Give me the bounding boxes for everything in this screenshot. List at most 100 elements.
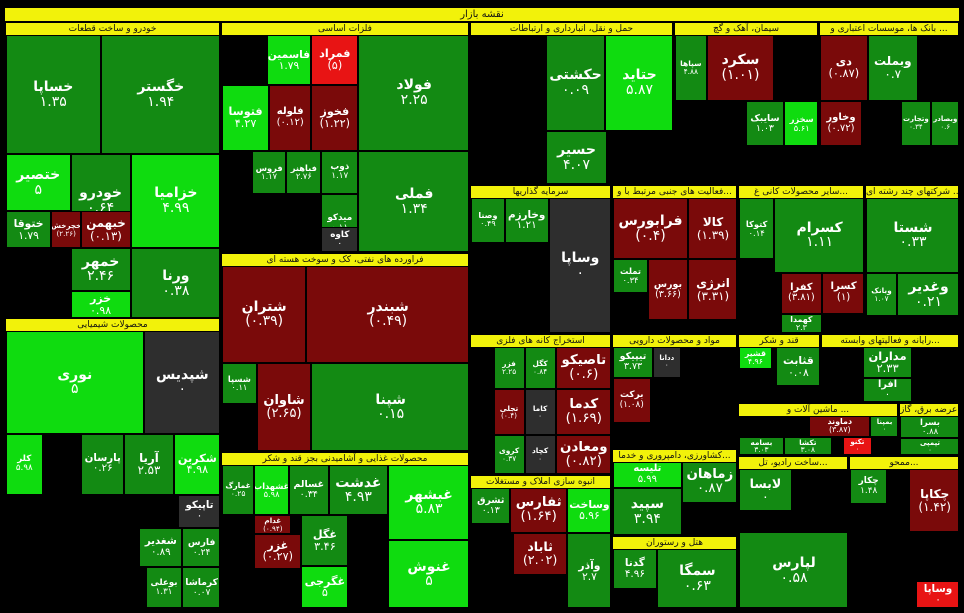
stock-tile[interactable]: ثشرق ۰.۱۳	[471, 488, 511, 525]
stock-tile[interactable]: خگستر ۱.۹۴	[100, 35, 219, 155]
stock-tile[interactable]: بسرا ۰.۸۸	[900, 416, 958, 438]
stock-tile[interactable]: فملی ۱.۳۴	[358, 150, 468, 251]
stock-tile[interactable]: ثاباد (۲.۰۲)	[513, 532, 567, 576]
stock-tile[interactable]: کرماشا ۰.۰۷	[182, 567, 219, 607]
stock-tile[interactable]: ومعادن (۰.۸۲)	[555, 435, 610, 473]
stock-tile[interactable]: سکرد (۱.۰۱)	[706, 35, 775, 101]
stock-tile[interactable]: غدشت ۴.۹۳	[328, 465, 389, 516]
stock-tile[interactable]: کچاد ۰	[524, 435, 556, 473]
stock-tile[interactable]: شستا ۰.۳۳	[866, 198, 958, 273]
stock-tile[interactable]: وساخت ۵.۹۶	[566, 488, 610, 533]
stock-tile[interactable]: وآذر ۲.۷	[566, 532, 610, 607]
stock-tile[interactable]: دماوند (۳.۸۷)	[809, 416, 871, 437]
stock-tile[interactable]: کروی ۰.۳۷	[493, 435, 525, 473]
stock-tile[interactable]: ختوقا ۱.۷۹	[6, 211, 52, 248]
stock-tile[interactable]: شپدیس ۰	[143, 331, 219, 434]
stock-tile[interactable]: وخارزم ۱.۲۱	[504, 198, 549, 243]
stock-tile[interactable]: کهمدا ۲.۳	[780, 313, 823, 332]
stock-tile[interactable]: شسپا ۰.۱۱	[222, 362, 257, 404]
stock-tile[interactable]: فاسمین ۱.۷۹	[266, 35, 312, 86]
stock-tile[interactable]: وساپا ۰	[916, 581, 958, 607]
stock-tile[interactable]: فروس ۱.۱۷	[251, 150, 287, 195]
stock-tile[interactable]: برکت (۱.۰۸)	[613, 377, 651, 424]
stock-tile[interactable]: قثابت ۰.۰۸	[775, 347, 819, 387]
stock-tile[interactable]: تاصیکو (۰.۶)	[555, 347, 610, 390]
stock-tile[interactable]: کسرا (۱)	[822, 272, 863, 314]
stock-tile[interactable]: حکشتی ۰.۰۹	[546, 35, 605, 131]
stock-tile[interactable]: نوری ۵	[6, 331, 144, 434]
stock-tile[interactable]: تکنو ۰	[843, 436, 872, 454]
stock-tile[interactable]: لپارس ۰.۵۸	[739, 532, 847, 607]
stock-tile[interactable]: غگرجی ۵	[301, 565, 349, 607]
stock-tile[interactable]: خچرخش (۲.۲۶)	[51, 211, 82, 248]
stock-tile[interactable]: پارسان ۰.۲۶	[81, 433, 125, 496]
stock-tile[interactable]: غسالم ۰.۳۴	[288, 465, 329, 516]
stock-tile[interactable]: تاپیکو ۰	[178, 495, 219, 529]
stock-tile[interactable]: بمپنا ۰	[870, 416, 897, 437]
stock-tile[interactable]: فخوز (۱.۲۲)	[311, 85, 359, 151]
stock-tile[interactable]: فباهنر ۲.۷۶	[286, 150, 322, 195]
stock-tile[interactable]: افرا ۰	[863, 377, 912, 401]
stock-tile[interactable]: کدما (۱.۶۹)	[555, 389, 610, 436]
stock-tile[interactable]: شغدیر ۰.۸۹	[139, 528, 183, 568]
stock-tile[interactable]: سمگا ۰.۶۳	[656, 549, 736, 607]
stock-tile[interactable]: سپاها ۴.۸۸	[675, 35, 707, 101]
stock-tile[interactable]: غزر (۰.۲۷)	[254, 534, 302, 569]
stock-tile[interactable]: کالا (۱.۳۹)	[688, 198, 736, 260]
stock-tile[interactable]: کسرام ۱.۱۱	[774, 198, 863, 273]
stock-tile[interactable]: ختصیر ۵	[6, 154, 71, 212]
stock-tile[interactable]: ذوب ۱.۱۷	[321, 150, 359, 195]
stock-tile[interactable]: خزامیا ۴.۹۹	[130, 154, 219, 248]
stock-tile[interactable]: ثفارس (۱.۶۴)	[510, 488, 567, 533]
stock-tile[interactable]: شکربن ۴.۹۸	[173, 433, 219, 496]
stock-tile[interactable]: تکشا ۳.۰۸	[783, 436, 832, 454]
stock-tile[interactable]: انرژی (۳.۳۱)	[688, 259, 736, 321]
stock-tile[interactable]: ورنا ۰.۳۸	[130, 248, 219, 317]
stock-tile[interactable]: تملت ۰.۳۴	[613, 259, 648, 294]
stock-tile[interactable]: خساپا ۱.۳۵	[6, 35, 101, 155]
stock-tile[interactable]: بورس (۳.۶۶)	[648, 259, 688, 321]
stock-tile[interactable]: سپید ۳.۹۴	[613, 487, 682, 534]
stock-tile[interactable]: لابسا ۰	[739, 469, 792, 511]
stock-tile[interactable]: خبهمن (۰.۱۳)	[81, 211, 131, 248]
stock-tile[interactable]: زماهان ۰.۸۷	[681, 462, 736, 503]
stock-tile[interactable]: تپمپی ۰	[900, 438, 958, 454]
stock-tile[interactable]: وبانک ۱.۰۷	[866, 272, 898, 317]
stock-tile[interactable]: چکار ۱.۴۸	[850, 469, 888, 504]
stock-tile[interactable]: دی (۰.۸۷)	[820, 35, 868, 101]
stock-tile[interactable]: غدام (۰.۹۴)	[254, 515, 292, 535]
stock-tile[interactable]: تیپیکو ۳.۷۳	[613, 347, 653, 378]
stock-tile[interactable]: سایبک ۱.۰۳	[745, 101, 785, 146]
stock-tile[interactable]: خزر ۰.۹۸	[70, 290, 131, 317]
stock-tile[interactable]: کاما ۰	[524, 389, 556, 436]
stock-tile[interactable]: خمهر ۲.۴۶	[70, 248, 131, 291]
stock-tile[interactable]: وساپا ۰	[548, 198, 610, 332]
stock-tile[interactable]: تجلی (۰.۴)	[493, 389, 525, 436]
stock-tile[interactable]: تلیسه ۵.۹۹	[613, 462, 682, 488]
stock-tile[interactable]: وبملت ۰.۷	[867, 35, 918, 101]
stock-tile[interactable]: فرابورس (۰.۴)	[613, 198, 688, 260]
stock-tile[interactable]: شتران (۰.۳۹)	[222, 266, 307, 363]
stock-tile[interactable]: شبندر (۰.۴۹)	[306, 266, 468, 363]
stock-tile[interactable]: گدنا ۴.۹۶	[613, 549, 657, 589]
stock-tile[interactable]: فزر ۲.۲۵	[493, 347, 525, 390]
stock-tile[interactable]: حتاید ۵.۸۷	[604, 35, 672, 131]
stock-tile[interactable]: فولاد ۲.۲۵	[358, 35, 468, 151]
stock-tile[interactable]: کتوکا ۰.۱۴	[739, 198, 775, 260]
stock-tile[interactable]: وغدیر ۰.۲۱	[897, 272, 958, 317]
stock-tile[interactable]: غنوش ۵	[388, 539, 468, 607]
stock-tile[interactable]: حسیر ۴.۰۷	[546, 131, 607, 183]
stock-tile[interactable]: غبشهر ۵.۸۳	[388, 465, 468, 540]
stock-tile[interactable]: مداران ۲.۳۳	[863, 347, 912, 378]
stock-tile[interactable]: غگل ۳.۴۶	[301, 515, 349, 566]
stock-tile[interactable]: فارس ۰.۲۴	[182, 528, 219, 568]
stock-tile[interactable]: شپنا ۰.۱۵	[311, 362, 468, 450]
stock-tile[interactable]: فتوسا ۴.۲۷	[222, 85, 270, 151]
stock-tile[interactable]: آریا ۲.۵۳	[124, 433, 174, 496]
stock-tile[interactable]: وتجارت ۰.۳۴	[901, 101, 931, 146]
stock-tile[interactable]: بسامه ۳.۰۳	[739, 436, 784, 454]
stock-tile[interactable]: کاوه ۰	[321, 226, 359, 251]
stock-tile[interactable]: چکاپا (۱.۴۲)	[909, 469, 958, 532]
stock-tile[interactable]: کلر ۵.۹۸	[6, 433, 43, 496]
stock-tile[interactable]: وصنا ۰.۴۹	[471, 198, 505, 243]
